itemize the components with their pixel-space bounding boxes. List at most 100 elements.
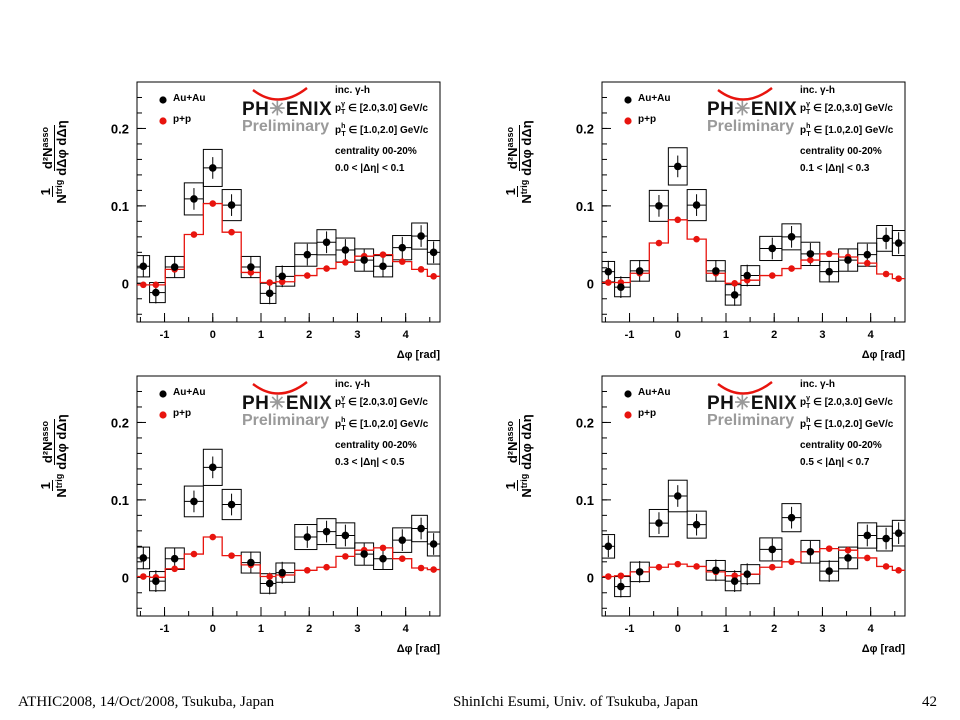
info-pt-h-range: ∈ [1.0,2.0] GeV/c xyxy=(810,419,894,430)
phenix-logo-ph: PH xyxy=(242,99,270,120)
x-tick-label: 4 xyxy=(403,623,410,635)
auau-point xyxy=(227,500,236,509)
y-label-frac-num-wrap: d²Nasso xyxy=(38,124,55,172)
y-tick-label: 0 xyxy=(587,570,594,585)
info-pt-gamma-sup: γ xyxy=(341,395,346,402)
auau-point xyxy=(617,283,625,291)
auau-point xyxy=(635,568,644,576)
auau-point xyxy=(152,577,160,585)
phenix-logo: PH✳ENIX Preliminary xyxy=(707,98,797,136)
phenix-logo-word: PH✳ENIX xyxy=(707,393,797,414)
auau-point xyxy=(303,533,312,541)
y-label-den: N xyxy=(53,194,69,204)
pp-point xyxy=(788,558,795,566)
y-label-frac-num-wrap: d²Nasso xyxy=(503,124,520,172)
auau-point xyxy=(768,244,777,253)
legend-label-auau: Au+Au xyxy=(173,93,206,104)
auau-point xyxy=(341,531,350,540)
info-pt-gamma: p xyxy=(335,103,342,114)
phenix-logo: PH✳ENIX Preliminary xyxy=(242,392,332,430)
info-pt-gamma-sub: T xyxy=(341,109,346,116)
y-label-frac-num: d²N xyxy=(39,147,55,170)
y-label-frac-num-wrap: d²Nasso xyxy=(38,418,55,466)
y-label-fraction-1: 1 Ntrig xyxy=(37,474,69,498)
pp-point xyxy=(605,279,612,286)
pp-histogram xyxy=(137,536,440,578)
info-pt-gamma-sub: T xyxy=(341,403,346,410)
pp-point xyxy=(882,563,890,570)
pp-point xyxy=(430,273,437,280)
auau-point xyxy=(787,233,796,241)
auau-point xyxy=(692,520,701,529)
auau-point xyxy=(278,272,287,281)
auau-point xyxy=(617,582,625,591)
info-line-3: phT ∈ [1.0,2.0] GeV/c xyxy=(800,120,893,142)
footer-left: ATHIC2008, 14/Oct/2008, Tsukuba, Japan xyxy=(18,694,275,710)
y-label-frac-den: dΔφ dΔη xyxy=(518,414,534,470)
plot-frame xyxy=(601,81,906,323)
y-axis-label: 1 Ntrig d²Nasso dΔφ dΔη xyxy=(33,102,73,222)
info-line-1: inc. γ-h xyxy=(800,379,836,390)
legend-marker-auau xyxy=(159,96,167,104)
info-pt-h-sub: T xyxy=(341,425,346,432)
auau-point xyxy=(730,577,739,585)
chart-panel-4: 0 0.1 0.2 -1 0 1 2 3 4 Δφ [rad] Au+Au p+p PH✳ENIX Pre… xyxy=(490,366,930,656)
auau-point xyxy=(712,267,720,275)
y-label-num: 1 xyxy=(502,480,518,492)
y-label-fraction-1: 1 Ntrig xyxy=(503,179,534,204)
legend-label-pp: p+p xyxy=(638,114,657,125)
pp-point xyxy=(152,281,160,289)
x-tick-label: 2 xyxy=(771,623,777,635)
info-pt-h-sub: T xyxy=(341,131,346,138)
pp-point xyxy=(323,563,330,571)
pp-point xyxy=(825,545,833,552)
auau-point xyxy=(278,568,287,577)
auau-point xyxy=(417,524,425,533)
auau-point xyxy=(882,234,890,243)
y-label-den-sup: trig xyxy=(518,179,529,195)
auau-point xyxy=(170,554,179,563)
pp-point xyxy=(140,573,147,580)
info-line-3: phT ∈ [1.0,2.0] GeV/c xyxy=(335,120,428,142)
pp-point xyxy=(731,572,738,580)
info-pt-h: p xyxy=(335,419,342,430)
legend-label-auau: Au+Au xyxy=(638,93,671,104)
info-pt-gamma: p xyxy=(800,397,807,408)
y-label-den-wrap: Ntrig xyxy=(518,179,534,204)
y-label-den-sup: trig xyxy=(53,179,64,195)
pp-point xyxy=(807,256,814,264)
y-tick-label: 0.1 xyxy=(576,199,594,214)
auau-syst-box xyxy=(781,223,802,251)
pp-point xyxy=(379,544,387,552)
phenix-logo-ph: PH xyxy=(242,393,270,414)
pp-point xyxy=(303,272,311,279)
x-tick-label: 3 xyxy=(354,623,360,635)
pp-point xyxy=(825,250,833,258)
info-pt-h-sup: h xyxy=(341,123,346,130)
y-label-den-wrap: Ntrig xyxy=(518,474,534,498)
pp-point xyxy=(768,272,776,279)
x-tick-label: 2 xyxy=(306,329,312,341)
pp-point xyxy=(417,266,425,273)
legend-marker-pp xyxy=(624,117,632,125)
x-tick-label: 1 xyxy=(723,623,729,635)
chart-svg: 0 0.1 0.2 -1 0 1 2 3 4 Δφ [rad] xyxy=(111,375,441,655)
auau-point xyxy=(894,529,903,537)
phenix-logo: PH✳ENIX Preliminary xyxy=(707,392,797,430)
legend-label-auau: Au+Au xyxy=(173,387,206,398)
pp-point xyxy=(209,200,217,207)
y-label-fraction-2: d²Nasso dΔφ dΔη xyxy=(38,414,69,470)
info-pt-h-range: ∈ [1.0,2.0] GeV/c xyxy=(810,125,894,136)
x-tick-label: 3 xyxy=(354,329,360,341)
auau-point xyxy=(360,256,368,264)
phenix-logo-word: PH✳ENIX xyxy=(707,99,797,120)
auau-point xyxy=(882,534,890,543)
preliminary-label: Preliminary xyxy=(707,118,795,135)
auau-point xyxy=(398,243,407,252)
info-box: inc. γ-h pγT ∈ [2.0,3.0] GeV/c phT ∈ [1.0,… xyxy=(335,84,428,176)
y-label-num: 1 xyxy=(37,480,53,492)
auau-point xyxy=(730,291,739,299)
chart-svg: 0 0.1 0.2 -1 0 1 2 3 4 Δφ [rad] xyxy=(576,81,906,361)
info-pt-gamma-range: ∈ [2.0,3.0] GeV/c xyxy=(810,397,893,408)
legend-marker-pp xyxy=(159,411,167,419)
